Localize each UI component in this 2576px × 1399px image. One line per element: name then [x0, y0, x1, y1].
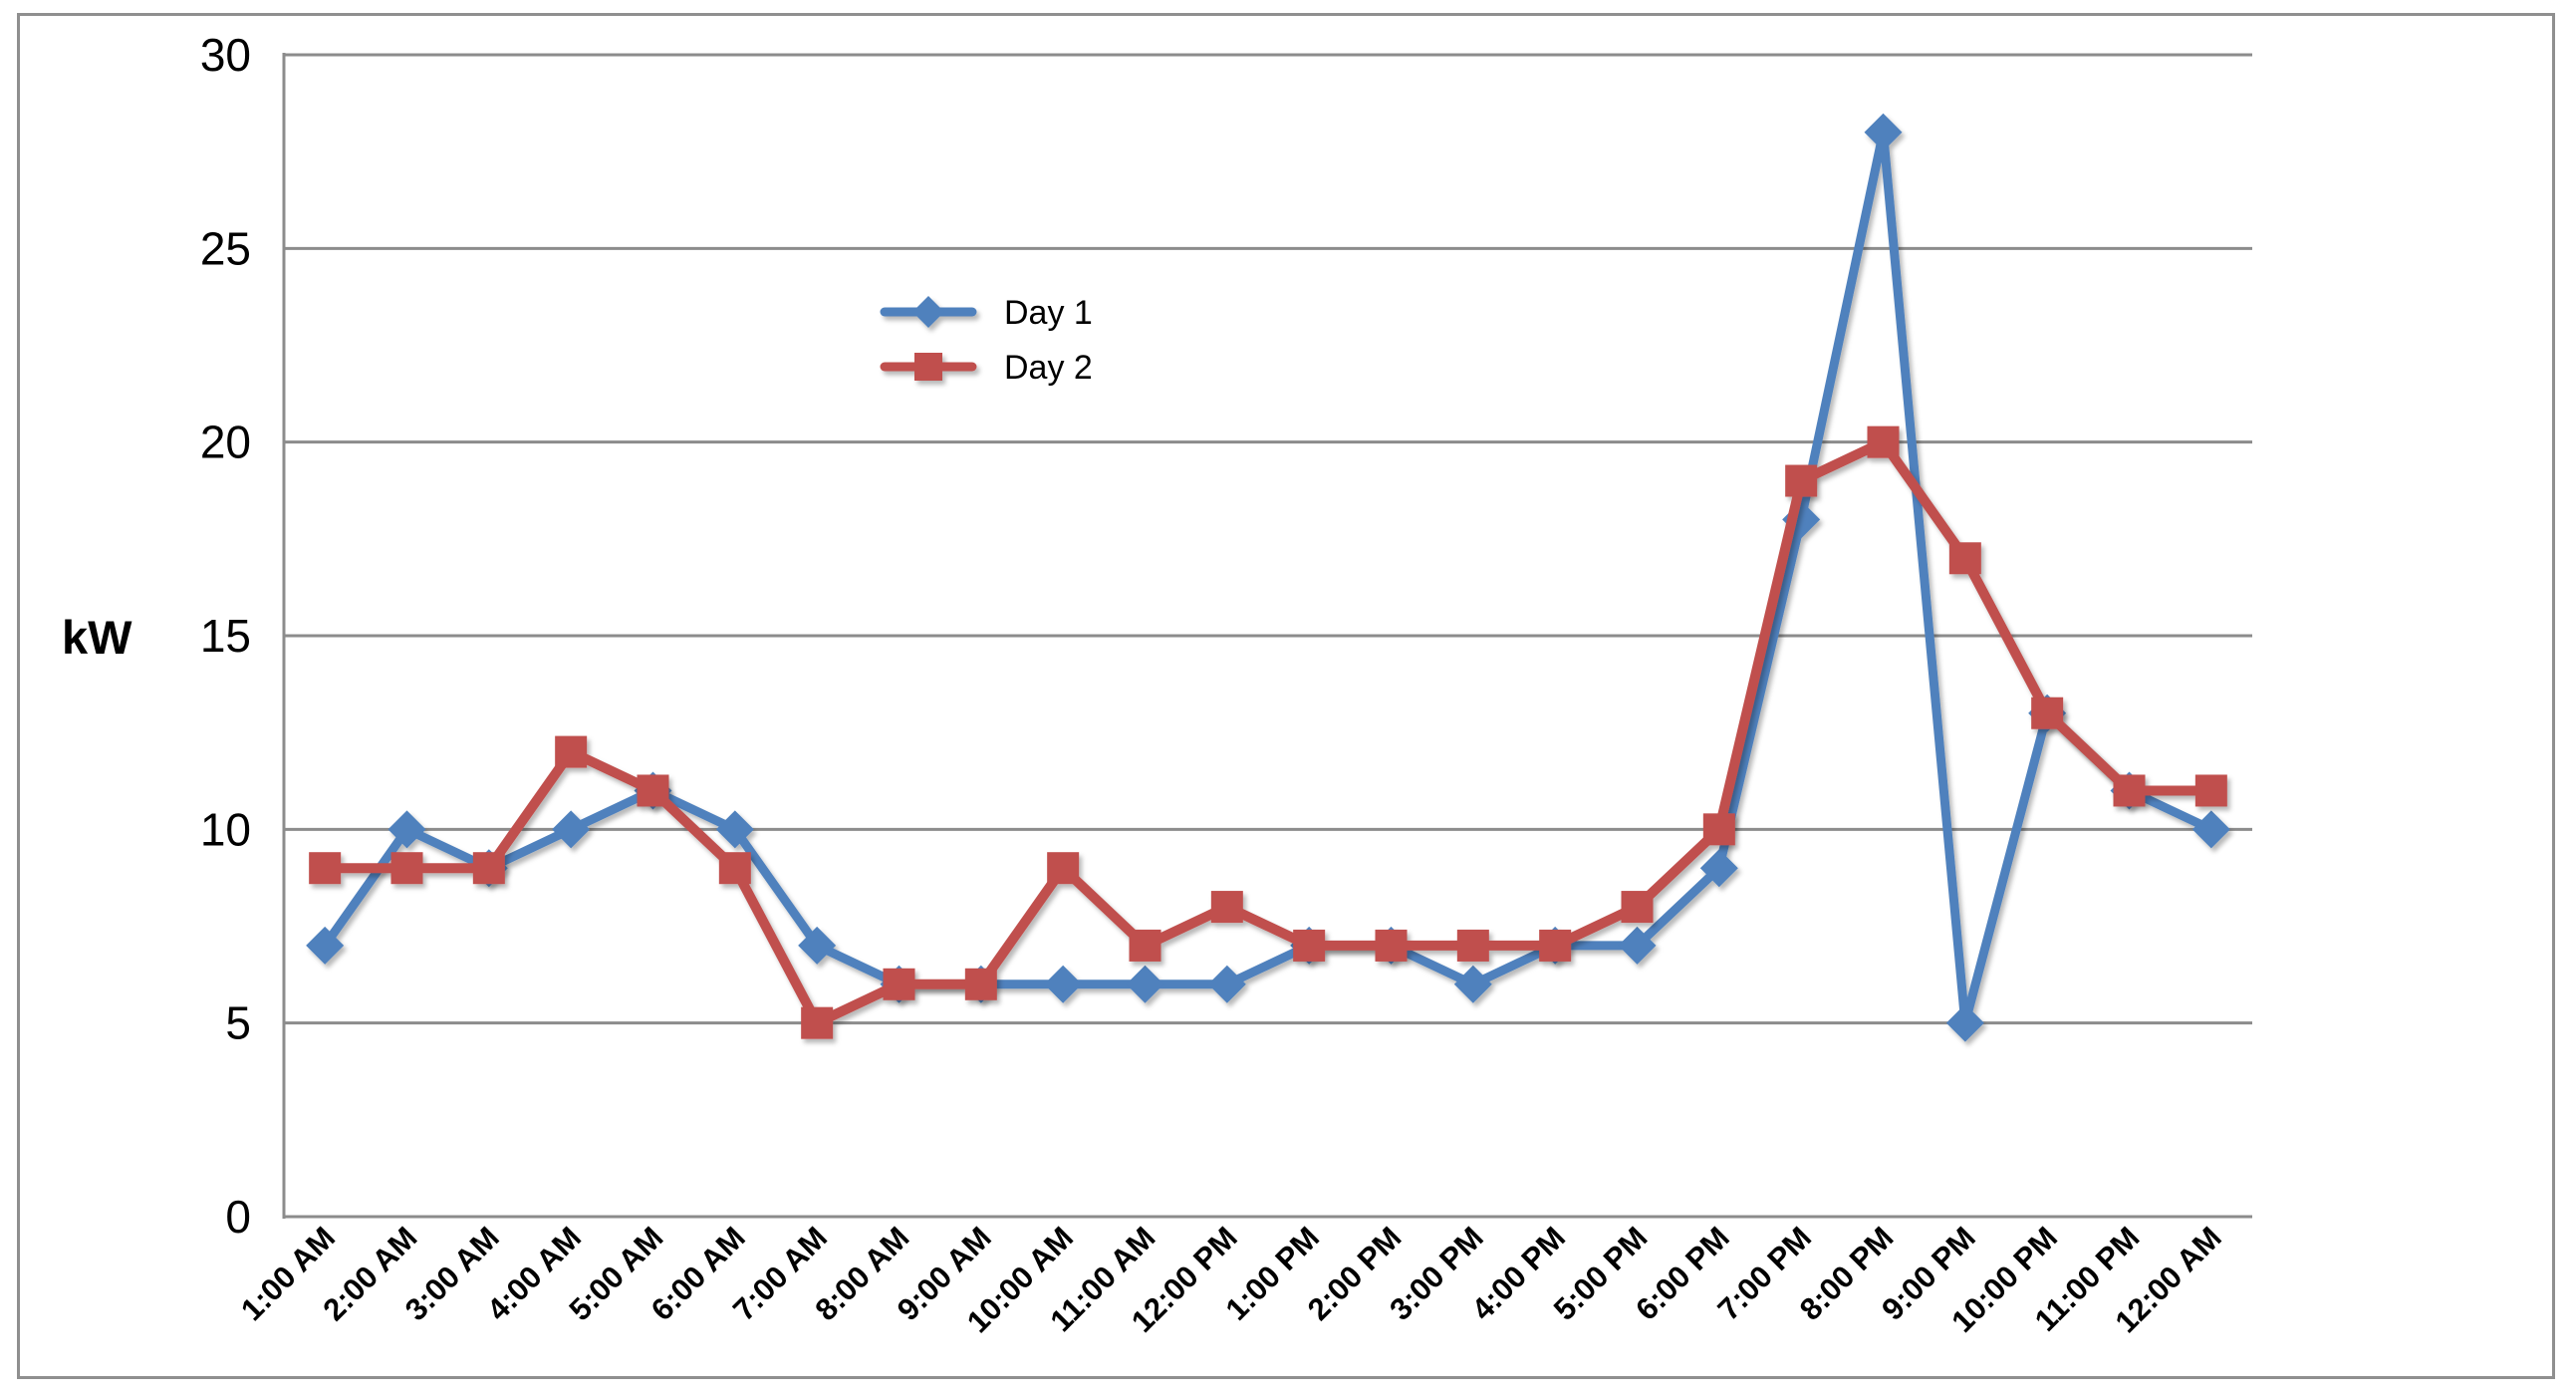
data-point-marker[interactable]: [552, 810, 591, 849]
series-line[interactable]: [320, 436, 2216, 1028]
data-point-marker[interactable]: [1864, 113, 1903, 151]
y-tick-label: 10: [200, 803, 251, 855]
data-point-marker[interactable]: [1126, 965, 1164, 1003]
data-point-marker[interactable]: [1618, 926, 1657, 965]
legend: Day 1 Day 2: [880, 294, 1093, 387]
data-point-marker[interactable]: [798, 926, 837, 965]
data-point-marker[interactable]: [1293, 929, 1326, 962]
data-point-marker[interactable]: [472, 852, 505, 885]
data-point-marker[interactable]: [387, 810, 426, 849]
data-point-marker[interactable]: [1456, 929, 1489, 962]
data-point-marker[interactable]: [2194, 774, 2227, 807]
series-day-1: [306, 113, 2230, 1042]
y-tick-label: 5: [225, 997, 251, 1049]
data-point-marker[interactable]: [1129, 929, 1161, 962]
data-point-marker[interactable]: [1699, 849, 1738, 888]
series-day-2: [309, 425, 2227, 1039]
data-point-marker[interactable]: [1702, 813, 1735, 846]
data-point-marker[interactable]: [1785, 464, 1818, 497]
data-point-marker[interactable]: [964, 968, 997, 1000]
y-axis-title: kW: [62, 611, 132, 664]
legend-item[interactable]: [880, 296, 977, 328]
y-tick-label: 30: [200, 29, 251, 81]
legend-label: Day 2: [1004, 349, 1093, 387]
legend-swatch-marker: [912, 296, 944, 328]
data-point-marker[interactable]: [1539, 929, 1572, 962]
y-tick-label: 15: [200, 610, 251, 662]
series-line[interactable]: [320, 128, 2216, 1028]
y-tick-label: 25: [200, 222, 251, 274]
data-point-marker[interactable]: [715, 810, 754, 849]
y-tick-label: 0: [225, 1191, 251, 1243]
data-point-marker[interactable]: [2191, 810, 2230, 849]
data-point-marker[interactable]: [1621, 891, 1654, 924]
data-point-marker[interactable]: [718, 852, 751, 885]
data-point-marker[interactable]: [1044, 965, 1083, 1003]
data-point-marker[interactable]: [1375, 929, 1408, 962]
data-point-marker[interactable]: [2113, 774, 2146, 807]
data-point-marker[interactable]: [309, 852, 342, 885]
data-point-marker[interactable]: [2031, 697, 2064, 729]
legend-label: Day 1: [1004, 294, 1093, 332]
data-point-marker[interactable]: [1047, 852, 1080, 885]
data-point-marker[interactable]: [1453, 965, 1492, 1003]
data-point-marker[interactable]: [637, 774, 669, 807]
data-point-marker[interactable]: [555, 735, 588, 768]
data-point-marker[interactable]: [1867, 425, 1900, 458]
legend-item[interactable]: [880, 353, 977, 381]
data-point-marker[interactable]: [390, 852, 423, 885]
data-point-marker[interactable]: [1948, 542, 1981, 575]
data-point-marker[interactable]: [883, 968, 915, 1000]
y-tick-label: 20: [200, 417, 251, 468]
data-point-marker[interactable]: [801, 1006, 834, 1039]
data-point-marker[interactable]: [1207, 965, 1246, 1003]
data-point-marker[interactable]: [1210, 891, 1243, 924]
legend-swatch-marker: [914, 353, 942, 381]
data-point-marker[interactable]: [306, 926, 345, 965]
data-point-marker[interactable]: [1945, 1003, 1984, 1042]
